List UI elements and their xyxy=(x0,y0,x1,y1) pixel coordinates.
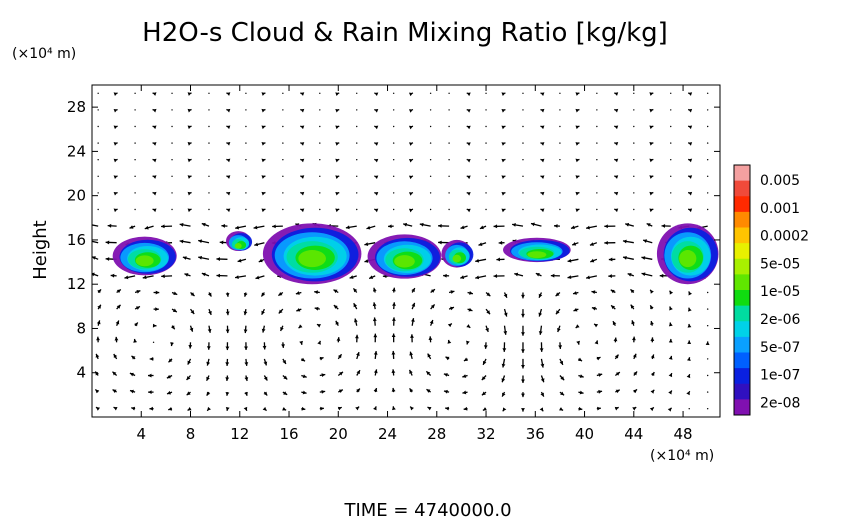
colorbar-label: 0.0002 xyxy=(760,229,809,245)
colorbar-swatch xyxy=(734,321,750,338)
colorbar-label: 5e-07 xyxy=(760,340,800,356)
y-tick-label: 24 xyxy=(67,142,86,160)
x-tick-label: 24 xyxy=(378,425,397,443)
x-tick-label: 32 xyxy=(476,425,495,443)
x-tick-label: 8 xyxy=(186,425,196,443)
colorbar-swatch xyxy=(734,180,750,197)
colorbar-swatch xyxy=(734,352,750,369)
y-tick-label: 20 xyxy=(67,187,86,205)
colorbar-label: 2e-08 xyxy=(760,395,800,411)
colorbar-swatch xyxy=(734,399,750,416)
cloud-region xyxy=(262,223,362,285)
colorbar-swatch xyxy=(734,258,750,275)
colorbar-swatch xyxy=(734,336,750,353)
colorbar-label: 1e-05 xyxy=(760,284,800,300)
colorbar-label: 0.005 xyxy=(760,173,800,189)
y-axis-label: Height xyxy=(30,220,51,280)
x-tick-label: 44 xyxy=(624,425,643,443)
colorbar-label: 1e-07 xyxy=(760,368,800,384)
x-tick-label: 36 xyxy=(526,425,545,443)
colorbar-swatch xyxy=(734,305,750,322)
cloud-region xyxy=(441,239,474,268)
plot-frame xyxy=(91,84,721,418)
colorbar-label: 2e-06 xyxy=(760,312,800,328)
cloud-region xyxy=(656,223,719,285)
colorbar-swatch xyxy=(734,227,750,244)
y-tick-label: 16 xyxy=(67,231,86,249)
colorbar-swatch xyxy=(734,211,750,228)
cloud-region xyxy=(367,234,442,279)
chart-title: H2O-s Cloud & Rain Mixing Ratio [kg/kg] xyxy=(142,18,668,48)
colorbar-label: 5e-05 xyxy=(760,256,800,272)
colorbar-swatch xyxy=(734,196,750,213)
y-axis-unit: (×10⁴ m) xyxy=(12,46,76,62)
cloud-region xyxy=(112,236,177,276)
x-tick-label: 20 xyxy=(329,425,348,443)
colorbar-swatch xyxy=(734,243,750,260)
y-tick-label: 12 xyxy=(67,275,86,293)
x-tick-label: 28 xyxy=(427,425,446,443)
x-tick-label: 16 xyxy=(279,425,298,443)
y-tick-label: 4 xyxy=(76,364,86,382)
cloud-region xyxy=(225,231,253,251)
colorbar-swatch xyxy=(734,165,750,182)
y-tick-label: 28 xyxy=(67,98,86,116)
time-label: TIME = 4740000.0 xyxy=(343,500,511,519)
colorbar-swatch xyxy=(734,290,750,307)
x-tick-label: 40 xyxy=(575,425,594,443)
colorbar-swatch xyxy=(734,274,750,291)
colorbar-swatch xyxy=(734,368,750,385)
colorbar: 0.005 0.001 0.0002 5e-05 1e-05 2e-06 5e-07 1e-0… xyxy=(733,164,809,416)
x-tick-label: 4 xyxy=(136,425,146,443)
cloud-field xyxy=(112,223,719,285)
colorbar-label: 0.001 xyxy=(760,201,800,217)
y-tick-label: 8 xyxy=(76,319,86,337)
cloud-region xyxy=(503,237,571,263)
plot-area xyxy=(91,84,721,418)
x-axis-ticks: 4 8 12 16 20 24 28 32 36 40 44 48 xyxy=(136,85,693,443)
colorbar-swatch xyxy=(734,383,750,400)
colorbar-frame xyxy=(733,164,751,416)
y-axis-ticks: 4 8 12 16 20 24 28 xyxy=(67,98,720,382)
x-axis-unit: (×10⁴ m) xyxy=(650,448,714,464)
x-tick-label: 48 xyxy=(674,425,693,443)
x-tick-label: 12 xyxy=(230,425,249,443)
